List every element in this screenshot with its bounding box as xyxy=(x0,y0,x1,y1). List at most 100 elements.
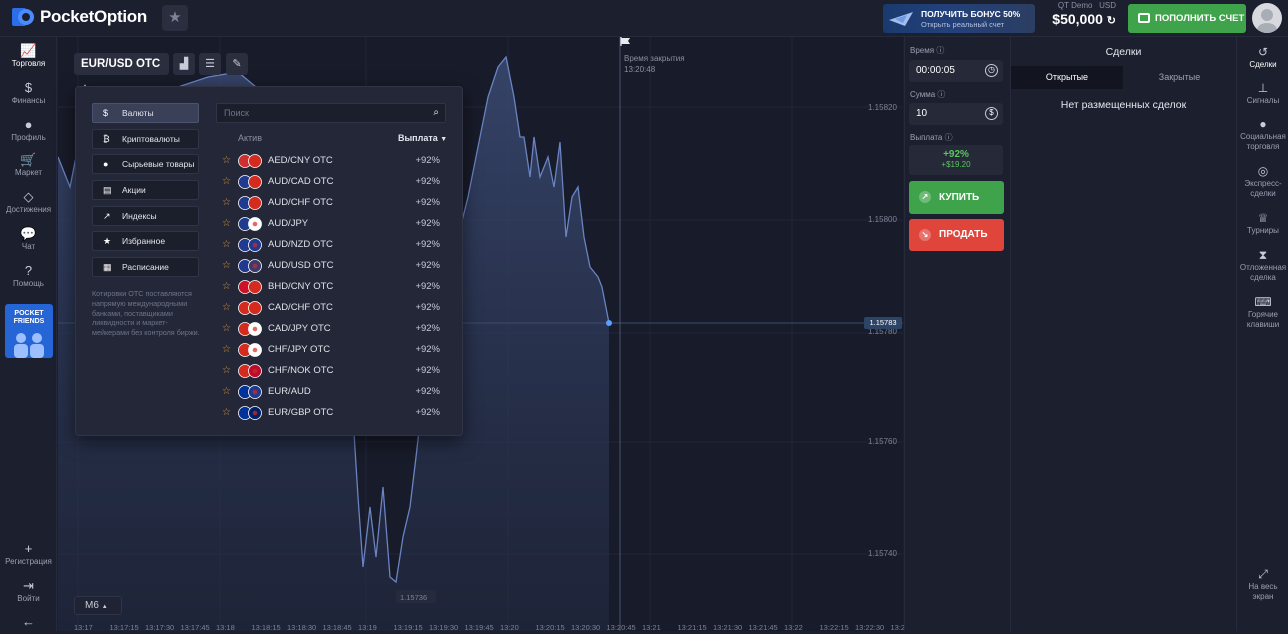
rightnav-item-signals[interactable]: ⊥ Сигналы xyxy=(1237,81,1288,106)
asset-row[interactable]: ☆ AUD/CAD OTC +92% xyxy=(222,174,450,190)
star-icon[interactable]: ☆ xyxy=(222,323,231,334)
asset-selector-button[interactable]: EUR/USD OTC ▲ xyxy=(74,53,169,91)
drawing-tools-button[interactable]: ✎ xyxy=(226,53,248,75)
category-favorites[interactable]: ★ Избранное xyxy=(92,231,199,251)
tab-open[interactable]: Открытые xyxy=(1011,66,1123,89)
nav-item-chat[interactable]: 💬 Чат xyxy=(0,226,57,251)
x-tick: 13:17:15 xyxy=(109,623,139,632)
clock-icon[interactable]: ◷ xyxy=(985,64,998,77)
nav-label: Войти xyxy=(17,594,40,603)
column-header-payout[interactable]: Выплата ▼ xyxy=(398,133,447,143)
chat-icon: 💬 xyxy=(20,226,37,241)
asset-row[interactable]: ☆ CHF/JPY OTC +92% xyxy=(222,342,450,358)
add-user-icon: + xyxy=(24,541,33,556)
nav-item-profile[interactable]: ● Профиль xyxy=(0,117,57,142)
star-icon[interactable]: ☆ xyxy=(222,281,231,292)
tab-closed[interactable]: Закрытые xyxy=(1123,66,1236,89)
amount-label: Сумма ⓘ xyxy=(910,89,945,100)
target-icon: ◎ xyxy=(1257,164,1269,178)
asset-row[interactable]: ☆ EUR/GBP OTC +92% xyxy=(222,405,450,421)
buy-button[interactable]: ↗ КУПИТЬ xyxy=(909,181,1004,214)
asset-row[interactable]: ☆ AED/CNY OTC +92% xyxy=(222,153,450,169)
asset-row[interactable]: ☆ AUD/NZD OTC +92% xyxy=(222,237,450,253)
time-input[interactable]: 00:00:05 ◷ xyxy=(909,60,1003,82)
keyboard-icon: ⌨ xyxy=(1254,295,1272,309)
x-tick: 13:20:30 xyxy=(571,623,601,632)
star-icon[interactable]: ☆ xyxy=(222,197,231,208)
fullscreen-button[interactable]: ⤢ На весь экран xyxy=(1237,567,1288,602)
star-icon[interactable]: ☆ xyxy=(222,302,231,313)
category-crypto[interactable]: ₿ Криптовалюты xyxy=(92,129,199,149)
rightnav-label: Отложенная сделка xyxy=(1239,263,1287,282)
rightnav-item-social[interactable]: ● Социальная торговля xyxy=(1237,117,1288,152)
asset-row[interactable]: ☆ AUD/CHF OTC +92% xyxy=(222,195,450,211)
asset-row[interactable]: ☆ CAD/JPY OTC +92% xyxy=(222,321,450,337)
rightnav-item-express[interactable]: ◎ Экспресс-сделки xyxy=(1237,164,1288,199)
indicators-button[interactable]: ☰ xyxy=(199,53,221,75)
category-currencies[interactable]: $ Валюты xyxy=(92,103,199,123)
asset-search-input[interactable]: Поиск ⌕ xyxy=(216,103,446,123)
nav-item-finance[interactable]: $ Финансы xyxy=(0,80,57,105)
amount-input[interactable]: 10 $ xyxy=(909,103,1003,125)
amount-value: 10 xyxy=(916,108,928,119)
bonus-plane-icon xyxy=(889,12,913,26)
asset-row[interactable]: ☆ CAD/CHF OTC +92% xyxy=(222,300,450,316)
nav-item-register[interactable]: + Регистрация xyxy=(0,541,57,566)
info-icon: ⓘ xyxy=(936,46,945,55)
star-icon[interactable]: ☆ xyxy=(222,260,231,271)
star-icon[interactable]: ☆ xyxy=(222,176,231,187)
dollar-icon: $ xyxy=(24,80,33,95)
account-selector[interactable]: QT Demo USD $50,000 ↻ xyxy=(1050,1,1116,35)
collapse-arrow-icon[interactable]: ← xyxy=(22,614,35,629)
nav-item-market[interactable]: 🛒 Маркет xyxy=(0,152,57,177)
y-tick: 1.15800 xyxy=(868,215,897,224)
wallet-icon xyxy=(1138,13,1150,23)
asset-row[interactable]: ☆ BHD/CNY OTC +92% xyxy=(222,279,450,295)
category-stocks[interactable]: ▤ Акции xyxy=(92,180,199,200)
asset-row[interactable]: ☆ CHF/NOK OTC +92% xyxy=(222,363,450,379)
info-icon: ⓘ xyxy=(944,133,953,142)
category-label: Валюты xyxy=(122,108,154,118)
amount-label-text: Сумма xyxy=(910,90,936,99)
pocket-friends-promo[interactable]: POCKET FRIENDS xyxy=(5,304,53,358)
star-icon[interactable]: ☆ xyxy=(222,155,231,166)
star-icon[interactable]: ☆ xyxy=(222,239,231,250)
payout-percent: +92% xyxy=(943,149,969,160)
dollar-circle-icon[interactable]: $ xyxy=(985,107,998,120)
refresh-balance-icon[interactable]: ↻ xyxy=(1106,15,1116,27)
favorites-star-button[interactable]: ★ xyxy=(162,5,188,31)
avatar[interactable] xyxy=(1252,3,1282,33)
category-schedule[interactable]: ▦ Расписание xyxy=(92,257,199,277)
asset-row[interactable]: ☆ EUR/AUD +92% xyxy=(222,384,450,400)
star-icon[interactable]: ☆ xyxy=(222,344,231,355)
sell-label: ПРОДАТЬ xyxy=(939,229,988,240)
flag-pair-icon xyxy=(238,154,262,168)
rightnav-item-tournaments[interactable]: ♕ Турниры xyxy=(1237,211,1288,236)
sell-button[interactable]: ↘ ПРОДАТЬ xyxy=(909,219,1004,251)
category-commodities[interactable]: ● Сырьевые товары xyxy=(92,154,199,174)
rightnav-item-deals[interactable]: ↺ Сделки xyxy=(1237,45,1288,70)
category-indices[interactable]: ↗ Индексы xyxy=(92,206,199,226)
group-icon: ● xyxy=(1259,117,1267,131)
topup-button[interactable]: ПОПОЛНИТЬ СЧЕТ xyxy=(1128,4,1246,33)
chart-type-button[interactable]: ▟ xyxy=(173,53,195,75)
asset-row[interactable]: ☆ AUD/USD OTC +92% xyxy=(222,258,450,274)
diamond-icon: ◇ xyxy=(23,189,34,204)
tab-open-label: Открытые xyxy=(1045,72,1089,82)
nav-item-trading[interactable]: 📈 Торговля xyxy=(0,43,57,68)
star-icon[interactable]: ☆ xyxy=(222,386,231,397)
rightnav-item-pending[interactable]: ⧗ Отложенная сделка xyxy=(1237,248,1288,283)
bonus-banner[interactable]: ПОЛУЧИТЬ БОНУС 50% Открыть реальный счет xyxy=(883,4,1035,33)
brand-logo[interactable]: PocketOption xyxy=(12,7,147,27)
timeframe-selector[interactable]: M6 ▲ xyxy=(74,596,122,615)
star-icon[interactable]: ☆ xyxy=(222,407,231,418)
nav-item-achievements[interactable]: ◇ Достижения xyxy=(0,189,57,214)
nav-item-login[interactable]: ⇥ Войти xyxy=(0,578,57,603)
star-icon[interactable]: ☆ xyxy=(222,365,231,376)
asset-row[interactable]: ☆ AUD/JPY +92% xyxy=(222,216,450,232)
nav-item-help[interactable]: ? Помощь xyxy=(0,263,57,288)
star-icon[interactable]: ☆ xyxy=(222,218,231,229)
asset-name: AUD/JPY xyxy=(268,218,309,229)
arrow-up-icon: ↗ xyxy=(919,191,931,203)
rightnav-item-hotkeys[interactable]: ⌨ Горячие клавиши xyxy=(1237,295,1288,330)
